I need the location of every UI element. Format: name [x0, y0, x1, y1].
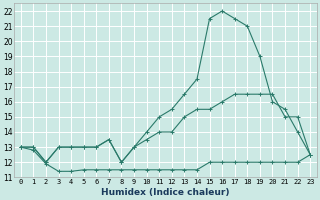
X-axis label: Humidex (Indice chaleur): Humidex (Indice chaleur): [101, 188, 230, 197]
